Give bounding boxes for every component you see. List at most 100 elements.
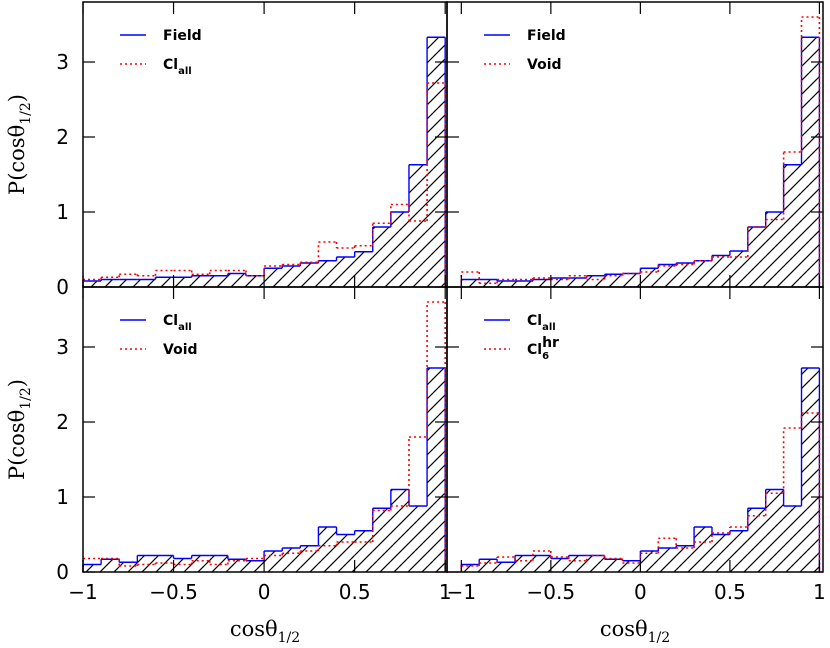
legend-label: Field	[527, 28, 566, 44]
x-tick-label: 0	[634, 580, 647, 604]
hatched-bar	[101, 559, 120, 572]
hatched-bar	[209, 275, 228, 287]
hatched-bar	[550, 278, 569, 287]
hatched-bar	[604, 559, 623, 572]
legend-name: Cl	[527, 313, 542, 329]
hatched-bar	[765, 212, 784, 287]
hatched-bar	[586, 275, 605, 287]
hatched-bar	[372, 508, 391, 572]
legend-label: Clall	[527, 313, 556, 333]
hatched-bar	[765, 489, 784, 572]
legend-name: Cl	[163, 57, 178, 73]
hatched-bar	[336, 534, 355, 572]
hatched-bar	[568, 555, 587, 572]
hatched-bar	[119, 562, 138, 572]
y-tick-label: 1	[56, 485, 69, 509]
hatched-bar	[354, 251, 373, 287]
legend-subscript: all	[542, 322, 556, 333]
hatched-bar	[729, 251, 748, 287]
hatched-bar	[191, 555, 210, 572]
y-tick-label: 0	[56, 275, 69, 299]
hatched-bar	[372, 227, 391, 287]
hatched-bar	[461, 564, 480, 572]
hatched-bar	[173, 558, 192, 572]
y-axis-label-text: P(cosθ	[5, 410, 29, 480]
hatched-bar	[191, 275, 210, 287]
y-axis-label: P(cosθ1/2)	[5, 379, 34, 480]
hatched-bar	[676, 263, 695, 287]
hatched-bar	[694, 527, 712, 572]
hatched-bar	[390, 212, 409, 287]
hatched-bar	[729, 530, 748, 572]
hatched-bar	[83, 564, 102, 572]
hatched-bar	[137, 279, 156, 287]
x-axis-label-text: cosθ	[600, 617, 648, 641]
hatched-bar	[83, 281, 102, 287]
hatched-bar	[497, 562, 516, 572]
y-tick-label: 3	[56, 50, 69, 74]
y-axis-label-text: P(cosθ	[5, 125, 29, 195]
hatched-bar	[408, 506, 428, 572]
legend-label: Void	[163, 342, 198, 358]
y-tick-label: 0	[56, 560, 69, 584]
x-tick-label: −1	[447, 580, 476, 604]
hatched-bar	[658, 264, 677, 287]
x-tick-label: 0	[258, 580, 271, 604]
legend-name: Cl	[163, 313, 178, 329]
y-tick-label: 2	[56, 125, 69, 149]
hatched-bar	[532, 555, 551, 572]
hatched-bar	[586, 555, 605, 572]
legend-name: Void	[527, 57, 562, 73]
hatched-bar	[264, 268, 283, 287]
y-axis-label-tail: )	[5, 379, 29, 387]
hatched-bar	[318, 260, 337, 287]
hatched-bar	[336, 257, 355, 287]
x-tick-label: −1	[68, 580, 97, 604]
x-axis-label-text: cosθ	[230, 617, 278, 641]
legend-name: Cl	[527, 342, 542, 358]
hatched-bar	[711, 534, 730, 572]
hatched-bar	[300, 263, 319, 287]
hatched-bar	[119, 279, 138, 287]
hatched-bar	[694, 260, 712, 287]
hatched-bar	[155, 277, 174, 287]
hatched-bar	[227, 559, 246, 572]
y-tick-label: 1	[56, 200, 69, 224]
legend-label: Field	[163, 28, 202, 44]
hatched-bar	[427, 368, 446, 572]
hatched-bar	[264, 551, 283, 572]
hatched-bar	[497, 281, 516, 287]
hatched-bar	[640, 268, 659, 287]
hatched-bar	[550, 558, 569, 572]
hatched-bar	[711, 255, 730, 287]
x-tick-label: 0.5	[339, 580, 371, 604]
y-axis-label: P(cosθ1/2)	[5, 94, 34, 195]
y-axis-label-sub: 1/2	[18, 387, 34, 410]
x-axis-label: cosθ1/2	[600, 617, 670, 646]
hatched-bar	[604, 274, 623, 287]
hatched-bar	[515, 555, 533, 572]
hatched-bar	[282, 266, 301, 287]
x-axis-label-sub: 1/2	[278, 630, 301, 646]
legend-label: Cl6	[527, 342, 549, 362]
hatched-bar	[227, 273, 246, 287]
hatched-bar	[658, 548, 677, 572]
hatched-bar	[747, 227, 766, 287]
hatched-bar	[101, 279, 120, 287]
hatched-bar	[676, 545, 695, 572]
legend-subscript: 6	[542, 351, 549, 362]
hatched-bar	[461, 279, 480, 287]
y-tick-label: 2	[56, 410, 69, 434]
x-tick-label: −0.5	[527, 580, 576, 604]
hatched-bar	[568, 278, 587, 287]
hatched-bar	[479, 279, 498, 287]
hatched-bar	[622, 560, 641, 572]
hatched-bar	[532, 279, 551, 287]
legend-name: Field	[163, 28, 202, 44]
hatched-bar	[622, 273, 641, 287]
hatched-bar	[747, 508, 766, 572]
hatched-bar	[300, 545, 319, 572]
x-axis-label-sub: 1/2	[648, 630, 671, 646]
hatched-bar	[515, 281, 533, 287]
